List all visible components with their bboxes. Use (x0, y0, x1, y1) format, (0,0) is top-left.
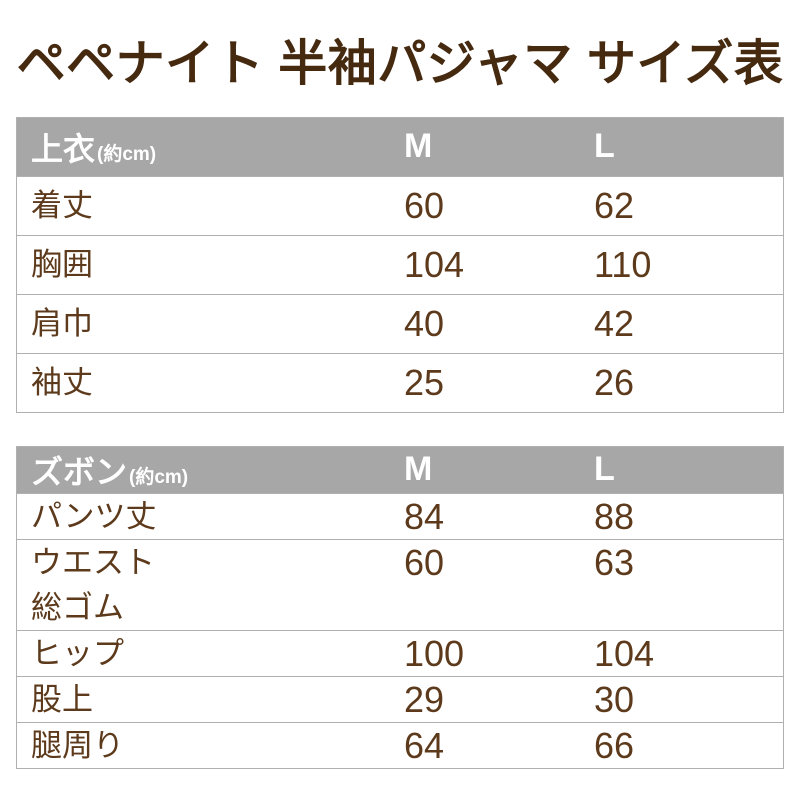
pants-column-header-m: M (404, 450, 433, 489)
tops-size-table: 上衣 (約cm) M L 着丈 60 62 胸囲 104 110 肩巾 40 42… (16, 116, 784, 413)
row-value-m: 84 (404, 495, 445, 537)
row-value-m: 64 (404, 724, 445, 766)
row-value-m: 60 (404, 184, 445, 226)
row-value-l: 63 (594, 541, 635, 583)
row-value-m: 60 (404, 541, 445, 583)
pants-column-header-l: L (594, 450, 615, 489)
row-label: 腿周り (31, 727, 124, 763)
row-label: 肩巾 (31, 305, 93, 341)
pants-size-table: ズボン (約cm) M L パンツ丈 84 88 ウエスト 総ゴム 60 63 ヒ… (16, 445, 784, 769)
pants-header-unit: (約cm) (129, 466, 189, 488)
row-label: 股上 (31, 681, 93, 717)
row-value-l: 66 (594, 724, 635, 766)
page-title: ペペナイト 半袖パジャマ サイズ表 (16, 37, 784, 91)
row-value-m: 25 (404, 361, 445, 403)
row-value-l: 88 (594, 495, 635, 537)
pants-table-header: ズボン (約cm) M L (17, 446, 783, 493)
row-value-m: 29 (404, 678, 445, 720)
row-value-m: 100 (404, 632, 465, 674)
row-value-l: 42 (594, 302, 635, 344)
pants-header-title: ズボン (31, 453, 128, 490)
pants-header-label-cell: ズボン (約cm) (17, 447, 404, 493)
table-row: 腿周り 64 66 (17, 721, 783, 768)
row-value-l: 62 (594, 184, 635, 226)
row-label: ウエスト 総ゴム (31, 544, 155, 625)
row-value-m: 104 (404, 243, 465, 285)
tops-column-header-m: M (404, 127, 433, 166)
table-row: 袖丈 25 26 (17, 352, 783, 412)
row-label: ヒップ (31, 635, 124, 671)
row-label: 胸囲 (31, 246, 93, 282)
row-value-l: 30 (594, 678, 635, 720)
tops-header-title: 上衣 (31, 130, 96, 167)
tops-header-unit: (約cm) (97, 143, 157, 165)
row-label: 袖丈 (31, 364, 93, 400)
table-row: 胸囲 104 110 (17, 234, 783, 294)
row-label: 着丈 (31, 187, 93, 223)
table-row: パンツ丈 84 88 (17, 492, 783, 539)
table-row: ウエスト 総ゴム 60 63 (17, 538, 783, 630)
table-row: ヒップ 100 104 (17, 629, 783, 676)
row-value-l: 110 (594, 243, 652, 285)
row-value-m: 40 (404, 302, 445, 344)
tops-header-label-cell: 上衣 (約cm) (17, 124, 404, 170)
row-label: パンツ丈 (31, 498, 157, 534)
table-row: 股上 29 30 (17, 675, 783, 722)
row-value-l: 104 (594, 632, 655, 674)
table-row: 着丈 60 62 (17, 175, 783, 235)
tops-table-header: 上衣 (約cm) M L (17, 117, 783, 176)
table-row: 肩巾 40 42 (17, 293, 783, 353)
row-value-l: 26 (594, 361, 635, 403)
tops-column-header-l: L (594, 127, 615, 166)
